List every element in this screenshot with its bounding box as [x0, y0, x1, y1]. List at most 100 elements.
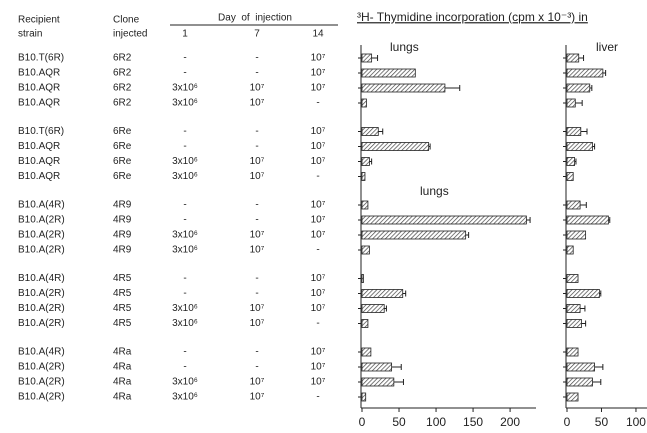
table-cell: B10.A(2R): [18, 303, 65, 314]
table-cell: 4R9: [113, 230, 132, 241]
table-cell: 4R9: [113, 200, 132, 211]
table-cell: -: [183, 215, 186, 226]
table-cell: B10.A(2R): [18, 215, 65, 226]
bar: [566, 274, 579, 283]
table-cell: 10⁷: [311, 377, 326, 388]
table-cell: 10⁷: [250, 156, 265, 167]
table-cell: 10⁷: [311, 230, 326, 241]
bar: [361, 68, 416, 78]
bar: [566, 142, 593, 151]
table-cell: 10⁷: [250, 245, 265, 256]
table-cell: 10⁷: [311, 83, 326, 94]
table-cell: B10.A(2R): [18, 318, 65, 329]
table-cell: 4R9: [113, 245, 132, 256]
table-cell: -: [255, 362, 258, 373]
error-bar: [526, 217, 531, 223]
x-tick-label: 0: [564, 415, 571, 429]
table-cell: 10⁷: [311, 141, 326, 152]
panel-title: lungs: [390, 40, 419, 54]
table-cell: 4R5: [113, 318, 132, 329]
annotation: lungs: [420, 184, 449, 198]
table-cell: B10.A(2R): [18, 245, 65, 256]
error-bar: [384, 305, 387, 312]
table-cell: 10⁷: [311, 288, 326, 299]
x-tick-label: 200: [500, 415, 520, 429]
table-cell: 4R5: [113, 303, 132, 314]
table-cell: 10⁷: [311, 215, 326, 226]
table-cell: B10.AQR: [18, 83, 60, 94]
bar: [566, 157, 575, 166]
table-cell: 4R5: [113, 288, 132, 299]
error-bar: [391, 364, 402, 370]
table-cell: 6Re: [113, 126, 132, 137]
bar: [566, 245, 574, 255]
error-bar: [444, 85, 461, 91]
bar: [566, 347, 579, 357]
bar: [361, 200, 369, 210]
table-cell: 6R2: [113, 83, 132, 94]
table-cell: -: [183, 53, 186, 64]
bar: [361, 157, 370, 166]
table-cell: B10.AQR: [18, 98, 60, 109]
bar: [361, 127, 379, 136]
table-cell: 4Ra: [113, 392, 132, 403]
table-cell: -: [255, 68, 258, 79]
table-cell: 4R5: [113, 273, 132, 284]
table-cell: 6R2: [113, 53, 132, 64]
bar: [361, 245, 370, 255]
table-cell: 3x10⁶: [172, 303, 198, 314]
error-bar: [580, 128, 588, 135]
table-cell: 3x10⁶: [172, 171, 198, 182]
bar: [361, 53, 373, 63]
header-day-7: 7: [254, 29, 260, 40]
bar: [566, 215, 609, 225]
table-cell: 3x10⁶: [172, 230, 198, 241]
table-cell: 10⁷: [311, 362, 326, 373]
table-cell: 10⁷: [250, 318, 265, 329]
bar: [566, 172, 574, 181]
x-tick-label: 150: [463, 415, 483, 429]
table-cell: B10.AQR: [18, 141, 60, 152]
header-strain-1: Recipient: [18, 15, 60, 26]
bar: [361, 230, 467, 240]
bar: [566, 392, 579, 402]
error-bar: [580, 202, 587, 208]
table-cell: 6Re: [113, 171, 132, 182]
table-cell: 3x10⁶: [172, 318, 198, 329]
table-cell: 3x10⁶: [172, 392, 198, 403]
table-cell: 10⁷: [311, 200, 326, 211]
table-cell: -: [183, 68, 186, 79]
table-cell: 6R2: [113, 98, 132, 109]
table-cell: B10.A(2R): [18, 362, 65, 373]
bar: [566, 200, 581, 210]
header-day-1: 1: [182, 29, 188, 40]
error-bar: [575, 100, 583, 106]
table-cell: 3x10⁶: [172, 83, 198, 94]
error-bar: [608, 217, 611, 223]
bar: [361, 142, 430, 151]
table-cell: 10⁷: [311, 156, 326, 167]
table-cell: 6Re: [113, 156, 132, 167]
table-cell: 10⁷: [311, 347, 326, 358]
table-cell: 3x10⁶: [172, 245, 198, 256]
error-bar: [378, 128, 384, 135]
table-cell: 3x10⁶: [172, 377, 198, 388]
bar: [361, 304, 385, 313]
table-cell: 3x10⁶: [172, 156, 198, 167]
table-cell: 10⁷: [250, 230, 265, 241]
header-clone-2: injected: [113, 29, 147, 40]
table-cell: -: [183, 362, 186, 373]
error-bar: [369, 158, 373, 165]
table-cell: 4R9: [113, 215, 132, 226]
table-cell: 4Ra: [113, 377, 132, 388]
x-tick-label: 0: [359, 415, 366, 429]
bar: [566, 53, 580, 63]
table-cell: -: [255, 273, 258, 284]
table-cell: 10⁷: [250, 377, 265, 388]
table-cell: 10⁷: [311, 303, 326, 314]
error-bar: [592, 143, 596, 150]
table-cell: 10⁷: [311, 273, 326, 284]
table-cell: 10⁷: [311, 68, 326, 79]
header-day-14: 14: [312, 29, 324, 40]
